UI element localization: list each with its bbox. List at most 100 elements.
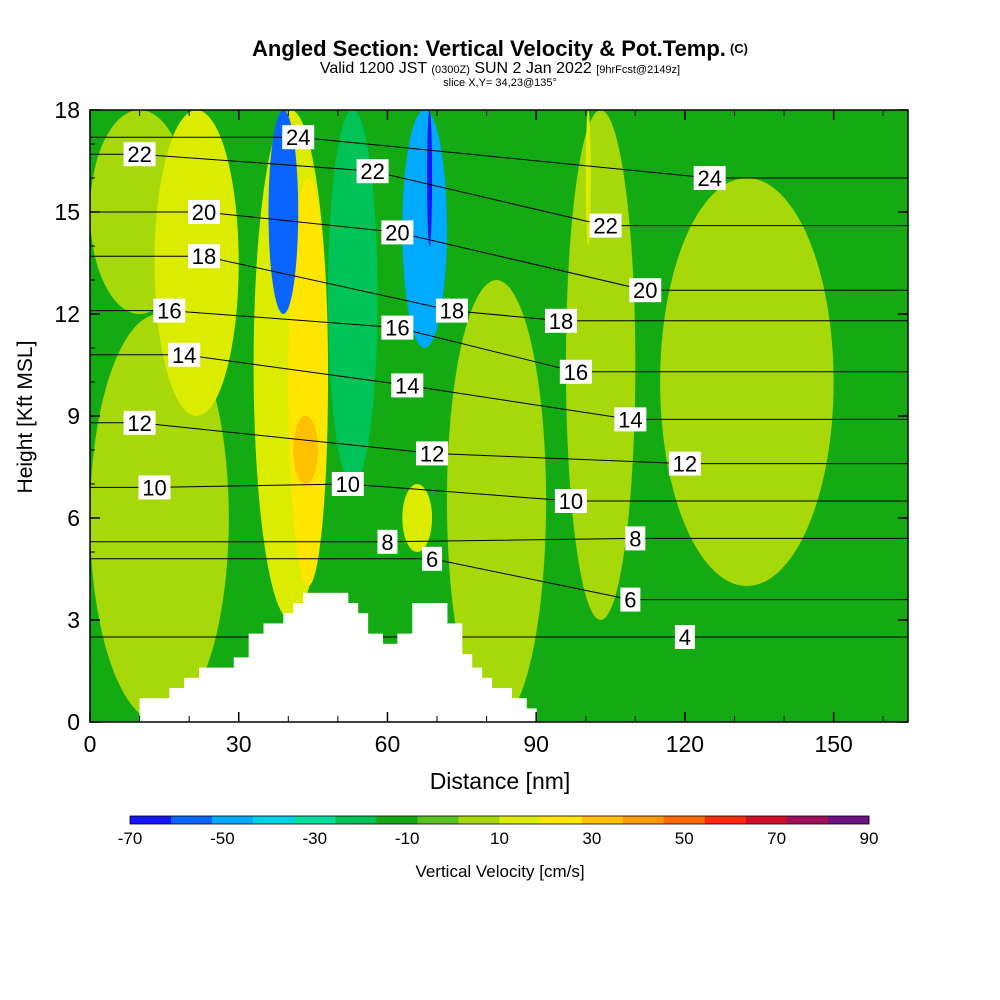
terrain-block [293, 603, 304, 723]
terrain-block [199, 667, 210, 723]
velocity-region [660, 178, 834, 586]
theta-label-text: 24 [697, 166, 721, 191]
theta-contour-label: 18 [544, 308, 577, 334]
colorbar-segment [294, 816, 336, 824]
theta-contour-label: 16 [559, 359, 592, 385]
terrain-block [446, 623, 463, 723]
theta-contour-label: 20 [188, 200, 221, 225]
theta-contour-label: 6 [422, 546, 443, 572]
terrain-block [461, 654, 473, 723]
x-tick-label: 30 [226, 731, 252, 757]
terrain-block [347, 603, 359, 723]
theta-contour-label: 16 [381, 315, 414, 341]
forecast-info: [9hrFcst@2149z] [596, 64, 681, 76]
y-tick-label: 3 [67, 607, 80, 633]
terrain-block [481, 677, 493, 723]
terrain-block [357, 613, 369, 723]
theta-label-text: 20 [385, 220, 409, 245]
theta-label-text: 16 [385, 316, 409, 341]
colorbar-tick-label: 70 [767, 829, 786, 848]
valid-utc: (0300Z) [431, 64, 470, 76]
y-tick-label: 9 [67, 403, 80, 429]
theta-label-text: 22 [360, 159, 384, 184]
colorbar-tick-label: -50 [210, 829, 235, 848]
colorbar-segment [253, 816, 295, 824]
x-tick-label: 60 [375, 731, 401, 757]
colorbar-segment [786, 816, 829, 824]
y-axis-label: Height [Kft MSL] [14, 340, 37, 494]
velocity-region [833, 110, 908, 416]
theta-label-text: 18 [192, 244, 216, 269]
velocity-region [427, 110, 433, 246]
colorbar-title: Vertical Velocity [cm/s] [415, 862, 585, 881]
velocity-region [327, 110, 378, 484]
y-tick-label: 18 [54, 97, 80, 123]
theta-contour-label: 12 [668, 451, 701, 477]
theta-contour-label: 24 [693, 166, 726, 191]
colorbar-frame [129, 815, 870, 825]
y-tick-label: 15 [54, 199, 80, 225]
colorbar-segment [212, 816, 254, 824]
terrain-block [323, 592, 349, 723]
slice-info: slice X,Y= 34,23@135° [443, 77, 557, 89]
x-tick-label: 0 [84, 731, 97, 757]
theta-label-text: 18 [440, 299, 464, 324]
colorbar-tick-label: -70 [118, 829, 143, 848]
colorbar-tick-label: 90 [860, 829, 879, 848]
velocity-region [293, 416, 319, 484]
colorbar-segment [827, 816, 870, 824]
velocity-region [402, 484, 433, 552]
title-units: (C) [729, 41, 748, 56]
theta-contour-label: 22 [356, 159, 389, 184]
theta-contour-label: 10 [331, 472, 364, 497]
theta-label-text: 16 [564, 360, 588, 385]
x-axis-label: Distance [nm] [429, 768, 571, 794]
terrain-block [397, 633, 413, 723]
velocity-region [585, 110, 591, 246]
theta-contour-label: 16 [153, 298, 186, 324]
velocity-region [268, 110, 299, 314]
theta-label-text: 6 [624, 588, 636, 613]
theta-label-text: 12 [127, 411, 151, 436]
theta-label-text: 22 [593, 214, 617, 239]
terrain-block [303, 592, 324, 723]
colorbar-segment [499, 816, 541, 824]
colorbar-segment [335, 816, 377, 824]
theta-label-text: 6 [426, 547, 438, 572]
y-tick-label: 0 [67, 709, 80, 735]
terrain-block [491, 688, 512, 723]
theta-contour-label: 18 [188, 244, 221, 269]
theta-contour-label: 8 [625, 526, 646, 551]
theta-contour-line [90, 136, 908, 179]
colorbar-tick-label: -10 [395, 829, 420, 848]
theta-label-text: 20 [633, 278, 657, 303]
colorbar-tick-label: 50 [675, 829, 694, 848]
terrain-block [471, 667, 483, 723]
theta-contour-label: 24 [282, 125, 315, 150]
terrain-block [248, 633, 265, 723]
theta-label-text: 14 [172, 343, 196, 368]
terrain-block [412, 603, 448, 723]
theta-contour-label: 14 [168, 342, 201, 368]
x-tick-label: 90 [523, 731, 549, 757]
theta-contour-label: 14 [614, 407, 647, 432]
chart-subtitle: Valid 1200 JST (0300Z) SUN 2 Jan 2022 [9… [0, 61, 1000, 78]
velocity-region [446, 280, 547, 722]
valid-date: SUN 2 Jan 2022 [474, 60, 592, 77]
colorbar-segment [130, 816, 172, 824]
theta-label-text: 10 [559, 489, 583, 514]
colorbar-tick-label: -30 [302, 829, 327, 848]
colorbar: -70 -50 -30 -10 10 30 50 70 90 [118, 815, 879, 848]
colorbar-segment [376, 816, 418, 824]
terrain-block [263, 623, 284, 723]
theta-contour-label: 8 [377, 529, 398, 555]
theta-contour-label: 22 [123, 142, 156, 167]
terrain-block [233, 657, 250, 723]
theta-label-text: 4 [679, 625, 691, 650]
terrain-block [367, 633, 383, 723]
theta-label-text: 22 [127, 142, 151, 167]
colorbar-tick-label: 30 [582, 829, 601, 848]
theta-contour-line [90, 558, 908, 601]
colorbar-tick-label: 10 [490, 829, 509, 848]
theta-label-text: 8 [381, 530, 393, 555]
